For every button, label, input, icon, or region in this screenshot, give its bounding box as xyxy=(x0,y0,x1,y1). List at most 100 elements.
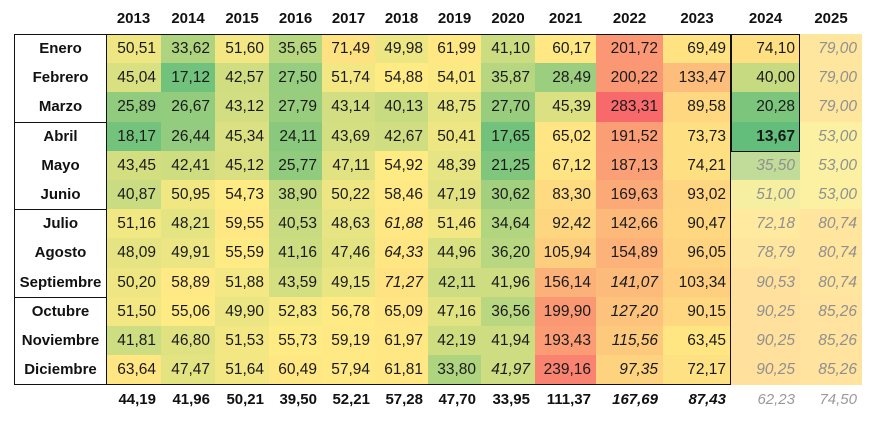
total-2015: 50,21 xyxy=(226,391,264,408)
cell-marzo-2017: 43,14 xyxy=(322,92,375,123)
total-2018: 57,28 xyxy=(385,391,423,408)
cell-agosto-2013: 48,09 xyxy=(106,238,161,269)
cell-agosto-2015: 55,59 xyxy=(215,238,269,269)
cell-febrero-2024: 40,00 xyxy=(731,63,800,94)
year-header-2021: 2021 xyxy=(548,10,583,27)
cell-julio-2017: 48,63 xyxy=(322,209,375,240)
cell-septiembre-2013: 50,20 xyxy=(106,267,161,298)
cell-agosto-2021: 105,94 xyxy=(535,238,596,269)
cell-diciembre-2019: 33,80 xyxy=(428,355,481,386)
year-header-2020: 2020 xyxy=(491,10,525,27)
cell-septiembre-2020: 41,96 xyxy=(481,267,535,298)
cell-mayo-2015: 45,12 xyxy=(215,150,269,181)
cell-noviembre-2022: 115,56 xyxy=(596,326,663,356)
cell-julio-2022: 142,66 xyxy=(596,209,663,240)
cell-agosto-2020: 36,20 xyxy=(481,238,535,269)
cell-mayo-2022: 187,13 xyxy=(596,150,663,181)
cell-abril-2019: 50,41 xyxy=(428,121,481,152)
cell-abril-2017: 43,69 xyxy=(322,121,375,152)
cell-diciembre-2020: 41,97 xyxy=(481,355,535,386)
cell-febrero-2019: 54,01 xyxy=(428,63,481,94)
cell-agosto-2019: 44,96 xyxy=(428,238,481,269)
cell-junio-2020: 30,62 xyxy=(481,180,535,210)
cell-marzo-2019: 48,75 xyxy=(428,92,481,123)
cell-mayo-2018: 54,92 xyxy=(375,150,428,181)
month-label-enero: Enero xyxy=(39,40,82,57)
cell-enero-2023: 69,49 xyxy=(663,34,731,64)
year-header-2014: 2014 xyxy=(171,10,205,27)
cell-febrero-2025: 79,00 xyxy=(800,63,862,94)
cell-marzo-2013: 25,89 xyxy=(106,92,161,123)
month-label-octubre: Octubre xyxy=(31,302,90,320)
cell-agosto-2025: 80,74 xyxy=(800,238,862,269)
cell-diciembre-2017: 57,94 xyxy=(322,355,375,386)
month-label-agosto: Agosto xyxy=(34,244,87,262)
cell-agosto-2017: 47,46 xyxy=(322,238,375,269)
cell-septiembre-2016: 43,59 xyxy=(269,267,322,298)
cell-agosto-2022: 154,89 xyxy=(596,238,663,269)
cell-diciembre-2021: 239,16 xyxy=(535,355,596,386)
cell-septiembre-2022: 141,07 xyxy=(596,267,663,298)
total-2013: 44,19 xyxy=(118,391,156,408)
total-2020: 33,95 xyxy=(492,391,530,408)
year-header-2019: 2019 xyxy=(437,10,472,27)
cell-julio-2019: 51,46 xyxy=(428,209,481,240)
total-2025: 74,50 xyxy=(819,391,857,408)
cell-enero-2015: 51,60 xyxy=(215,34,269,64)
total-2017: 52,21 xyxy=(332,391,370,408)
cell-abril-2014: 26,44 xyxy=(161,121,215,152)
cell-junio-2025: 53,00 xyxy=(800,180,862,210)
cell-mayo-2019: 48,39 xyxy=(428,150,481,181)
year-header-2024: 2024 xyxy=(748,10,783,27)
cell-julio-2018: 61,88 xyxy=(375,209,428,240)
cell-junio-2014: 50,95 xyxy=(161,180,215,210)
cell-marzo-2022: 283,31 xyxy=(596,92,663,123)
cell-noviembre-2024: 90,25 xyxy=(731,326,800,356)
cell-agosto-2014: 49,91 xyxy=(161,238,215,269)
year-header-2017: 2017 xyxy=(331,10,366,27)
cell-junio-2015: 54,73 xyxy=(215,180,269,210)
cell-mayo-2023: 74,21 xyxy=(663,150,731,181)
cell-agosto-2024: 78,79 xyxy=(731,238,800,269)
cell-octubre-2023: 90,15 xyxy=(663,296,731,327)
cell-abril-2021: 65,02 xyxy=(535,121,596,152)
cell-febrero-2017: 51,74 xyxy=(322,63,375,94)
cell-marzo-2016: 27,79 xyxy=(269,92,322,123)
cell-noviembre-2013: 41,81 xyxy=(106,326,161,356)
year-header-2013: 2013 xyxy=(116,10,151,27)
cell-noviembre-2019: 42,19 xyxy=(428,326,481,356)
cell-junio-2022: 169,63 xyxy=(596,180,663,210)
cell-octubre-2019: 47,16 xyxy=(428,296,481,327)
cell-enero-2014: 33,62 xyxy=(161,34,215,64)
cell-diciembre-2022: 97,35 xyxy=(596,355,663,386)
cell-enero-2024: 74,10 xyxy=(731,34,800,64)
cell-octubre-2022: 127,20 xyxy=(596,296,663,327)
cell-junio-2023: 93,02 xyxy=(663,180,731,210)
cell-febrero-2015: 42,57 xyxy=(215,63,269,94)
cell-noviembre-2016: 55,73 xyxy=(269,326,322,356)
cell-septiembre-2015: 51,88 xyxy=(215,267,269,298)
month-label-noviembre: Noviembre xyxy=(21,332,100,349)
cell-mayo-2025: 53,00 xyxy=(800,150,862,181)
cell-mayo-2013: 43,45 xyxy=(106,150,161,181)
cell-junio-2024: 51,00 xyxy=(731,180,800,210)
cell-diciembre-2014: 47,47 xyxy=(161,355,215,386)
year-header-2018: 2018 xyxy=(384,10,419,27)
cell-julio-2021: 92,42 xyxy=(535,209,596,240)
cell-enero-2018: 49,98 xyxy=(375,34,428,64)
cell-abril-2024: 13,67 xyxy=(731,121,800,152)
cell-noviembre-2025: 85,26 xyxy=(800,326,862,356)
cell-febrero-2014: 17,12 xyxy=(161,63,215,94)
cell-octubre-2017: 56,78 xyxy=(322,296,375,327)
cell-octubre-2014: 55,06 xyxy=(161,296,215,327)
total-2023: 87,43 xyxy=(688,391,726,408)
cell-enero-2020: 41,10 xyxy=(481,34,535,64)
cell-septiembre-2014: 58,89 xyxy=(161,267,215,298)
cell-diciembre-2024: 90,25 xyxy=(731,355,800,386)
cell-mayo-2020: 21,25 xyxy=(481,150,535,181)
month-label-diciembre: Diciembre xyxy=(24,361,97,379)
cell-mayo-2017: 47,11 xyxy=(322,150,375,181)
cell-abril-2020: 17,65 xyxy=(481,121,535,152)
cell-diciembre-2013: 63,64 xyxy=(106,355,161,386)
cell-marzo-2025: 79,00 xyxy=(800,92,862,123)
